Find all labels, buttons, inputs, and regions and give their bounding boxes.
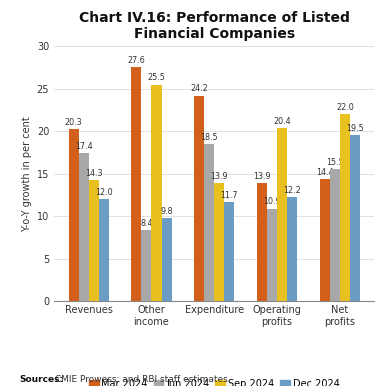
Title: Chart IV.16: Performance of Listed
Financial Companies: Chart IV.16: Performance of Listed Finan… (79, 11, 350, 41)
Text: Sources:: Sources: (19, 375, 63, 384)
Text: 12.2: 12.2 (283, 186, 301, 195)
Bar (151, 85, 161, 301)
Bar (99, 199, 109, 301)
Bar (267, 208, 277, 301)
Text: 10.9: 10.9 (263, 197, 281, 207)
Bar (89, 179, 99, 301)
Text: 11.7: 11.7 (220, 191, 238, 200)
Text: 15.5: 15.5 (326, 158, 344, 168)
Bar (330, 169, 340, 301)
Text: 13.9: 13.9 (210, 172, 228, 181)
Legend: Mar 2024, Jun 2024, Sep 2024, Dec 2024: Mar 2024, Jun 2024, Sep 2024, Dec 2024 (85, 375, 344, 386)
Text: 13.9: 13.9 (253, 172, 271, 181)
Bar (350, 135, 360, 301)
Text: 8.4: 8.4 (140, 218, 153, 228)
Bar (141, 230, 151, 301)
Bar (131, 67, 141, 301)
Text: 27.6: 27.6 (127, 56, 145, 64)
Bar (194, 96, 204, 301)
Text: 9.8: 9.8 (160, 207, 173, 216)
Text: 18.5: 18.5 (200, 133, 218, 142)
Text: CMIE Prowess; and RBI staff estimates.: CMIE Prowess; and RBI staff estimates. (52, 375, 231, 384)
Text: 22.0: 22.0 (336, 103, 354, 112)
Text: 25.5: 25.5 (147, 73, 166, 83)
Bar (340, 114, 350, 301)
Y-axis label: Y-o-Y growth in per cent: Y-o-Y growth in per cent (22, 116, 32, 232)
Text: 19.5: 19.5 (346, 124, 364, 134)
Text: 20.3: 20.3 (65, 118, 83, 127)
Text: 14.3: 14.3 (85, 169, 102, 178)
Text: 17.4: 17.4 (75, 142, 93, 151)
Bar (287, 198, 297, 301)
Text: 14.4: 14.4 (316, 168, 334, 177)
Text: 24.2: 24.2 (190, 85, 208, 93)
Text: 20.4: 20.4 (273, 117, 291, 126)
Bar (224, 202, 234, 301)
Bar (69, 129, 79, 301)
Bar (204, 144, 214, 301)
Bar (277, 128, 287, 301)
Bar (214, 183, 224, 301)
Bar (320, 179, 330, 301)
Text: 12.0: 12.0 (95, 188, 113, 197)
Bar (257, 183, 267, 301)
Bar (79, 153, 89, 301)
Bar (161, 218, 171, 301)
